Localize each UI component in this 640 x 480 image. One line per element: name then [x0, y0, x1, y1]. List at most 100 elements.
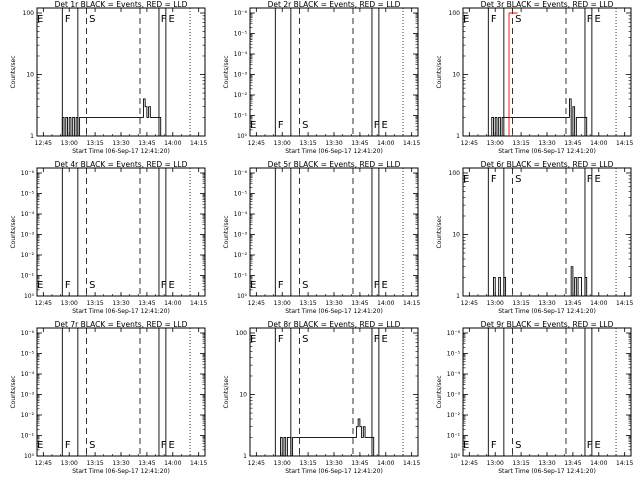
x-tick-label: 13:30 — [325, 460, 342, 467]
x-tick-label: 13:15 — [299, 460, 316, 467]
x-tick-label: 13:30 — [538, 140, 555, 147]
events-series-line — [61, 98, 163, 137]
x-tick-label: 14:00 — [377, 300, 394, 307]
x-axis-label: Start Time (06-Sep-17 12:41:20) — [285, 468, 383, 475]
y-tick-label: 100 — [449, 170, 461, 177]
x-axis-label: Start Time (06-Sep-17 12:41:20) — [285, 148, 383, 155]
y-tick-label: 10⁰ — [237, 293, 248, 300]
panel-title: Det 1r BLACK = Events, RED = LLD — [55, 0, 188, 9]
x-tick-label: 13:00 — [61, 460, 78, 467]
segment-marker: F — [491, 14, 497, 25]
panel-title: Det 5r BLACK = Events, RED = LLD — [268, 160, 401, 169]
detector-panel-6: Det 6r BLACK = Events, RED = LLD 12:45 13:… — [436, 160, 633, 315]
y-tick-label: 10⁻⁴ — [447, 371, 461, 378]
y-axis-label: Counts/sec — [436, 215, 443, 248]
panel-title: Det 7r BLACK = Events, RED = LLD — [55, 320, 188, 329]
x-tick-label: 13:30 — [325, 140, 342, 147]
x-tick-label: 13:15 — [512, 460, 529, 467]
detector-panel-2: Det 2r BLACK = Events, RED = LLD 12:45 13:… — [223, 0, 420, 155]
segment-marker: E — [381, 280, 387, 291]
y-tick-label: 10⁰ — [237, 133, 248, 140]
y-tick-label: 100 — [449, 10, 461, 17]
y-axis-label: Counts/sec — [223, 375, 230, 408]
segment-marker: F — [587, 14, 593, 25]
x-tick-label: 14:15 — [616, 140, 633, 147]
segment-marker: F — [278, 334, 284, 345]
y-tick-label: 10⁻² — [21, 412, 35, 419]
segment-marker: E — [594, 174, 600, 185]
x-tick-label: 14:15 — [616, 300, 633, 307]
x-tick-label: 14:00 — [590, 460, 607, 467]
events-series-line — [491, 266, 589, 297]
x-tick-label: 13:15 — [86, 460, 103, 467]
segment-marker: F — [161, 440, 167, 451]
y-axis-label: Counts/sec — [10, 215, 17, 248]
panel-title: Det 3r BLACK = Events, RED = LLD — [481, 0, 614, 9]
y-axis-label: Counts/sec — [436, 375, 443, 408]
segment-marker: E — [250, 120, 256, 131]
y-tick-label: 10⁻⁴ — [234, 211, 248, 218]
x-tick-label: 13:15 — [86, 140, 103, 147]
y-tick-label: 10⁻⁵ — [21, 191, 35, 198]
x-tick-label: 14:15 — [190, 460, 207, 467]
x-tick-label: 14:15 — [403, 300, 420, 307]
x-axis-label: Start Time (06-Sep-17 12:41:20) — [285, 308, 383, 315]
x-axis-label: Start Time (06-Sep-17 12:41:20) — [72, 308, 170, 315]
x-tick-label: 13:15 — [86, 300, 103, 307]
y-tick-label: 10⁻¹ — [447, 433, 461, 440]
y-tick-label: 10⁻³ — [447, 392, 461, 399]
x-tick-label: 13:30 — [112, 140, 129, 147]
y-tick-label: 10 — [26, 72, 34, 79]
segment-marker: E — [463, 440, 469, 451]
segment-marker: E — [37, 280, 43, 291]
segment-marker: E — [381, 120, 387, 131]
segment-marker: S — [89, 280, 95, 291]
segment-marker: E — [594, 440, 600, 451]
y-tick-label: 10⁰ — [24, 453, 35, 460]
y-tick-label: 10⁻³ — [21, 232, 35, 239]
x-tick-label: 13:30 — [112, 300, 129, 307]
x-tick-label: 13:30 — [112, 460, 129, 467]
x-tick-label: 14:00 — [377, 460, 394, 467]
y-tick-label: 100 — [23, 10, 35, 17]
y-tick-label: 10 — [452, 232, 460, 239]
x-tick-label: 14:00 — [164, 300, 181, 307]
x-tick-label: 12:45 — [35, 300, 52, 307]
y-tick-label: 10⁻³ — [21, 392, 35, 399]
y-tick-label: 100 — [236, 330, 248, 337]
y-tick-label: 10⁻⁵ — [447, 351, 461, 358]
y-tick-label: 10⁻² — [234, 92, 248, 99]
y-tick-label: 10⁻¹ — [21, 273, 35, 280]
segment-marker: S — [302, 280, 308, 291]
x-tick-label: 13:15 — [299, 300, 316, 307]
x-tick-label: 14:15 — [403, 460, 420, 467]
x-tick-label: 13:30 — [538, 460, 555, 467]
detector-panel-5: Det 5r BLACK = Events, RED = LLD 12:45 13:… — [223, 160, 420, 315]
y-tick-label: 10⁻¹ — [234, 273, 248, 280]
panel-title: Det 8r BLACK = Events, RED = LLD — [268, 320, 401, 329]
x-tick-label: 13:15 — [512, 300, 529, 307]
segment-marker: E — [463, 14, 469, 25]
y-axis-label: Counts/sec — [223, 215, 230, 248]
segment-marker: S — [515, 14, 521, 25]
y-tick-label: 1 — [456, 293, 460, 300]
segment-marker: F — [65, 280, 71, 291]
y-tick-label: 10⁻³ — [234, 232, 248, 239]
panel-title: Det 9r BLACK = Events, RED = LLD — [481, 320, 614, 329]
x-tick-label: 12:45 — [248, 300, 265, 307]
segment-marker: S — [89, 440, 95, 451]
x-tick-label: 13:45 — [351, 460, 368, 467]
y-tick-label: 10⁻⁶ — [21, 330, 35, 337]
detector-panel-8: Det 8r BLACK = Events, RED = LLD 12:45 13:… — [223, 320, 420, 475]
segment-marker: F — [491, 174, 497, 185]
x-tick-label: 13:45 — [138, 460, 155, 467]
x-tick-label: 13:45 — [138, 300, 155, 307]
x-tick-label: 13:00 — [61, 140, 78, 147]
x-tick-label: 13:00 — [487, 140, 504, 147]
panel-title: Det 6r BLACK = Events, RED = LLD — [481, 160, 614, 169]
y-axis-label: Counts/sec — [10, 375, 17, 408]
x-tick-label: 12:45 — [35, 460, 52, 467]
detector-panel-1: Det 1r BLACK = Events, RED = LLD 12:45 13:… — [10, 0, 207, 155]
segment-marker: F — [161, 14, 167, 25]
segment-marker: S — [515, 174, 521, 185]
